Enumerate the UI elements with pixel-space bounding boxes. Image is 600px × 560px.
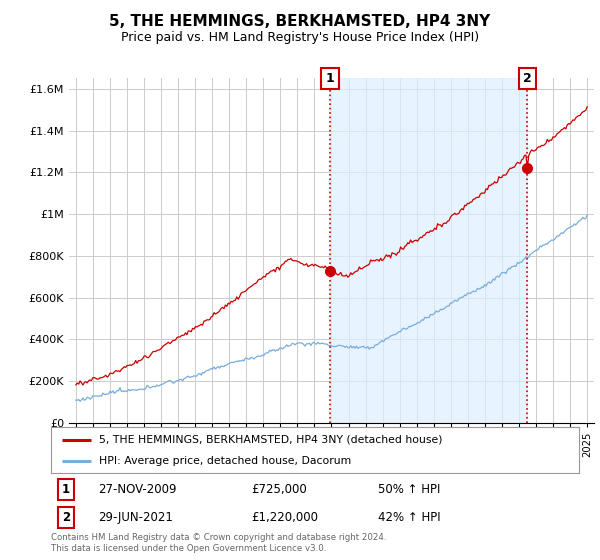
Text: Price paid vs. HM Land Registry's House Price Index (HPI): Price paid vs. HM Land Registry's House …	[121, 31, 479, 44]
Text: 5, THE HEMMINGS, BERKHAMSTED, HP4 3NY: 5, THE HEMMINGS, BERKHAMSTED, HP4 3NY	[109, 14, 491, 29]
Text: 1: 1	[326, 72, 335, 85]
Text: 2: 2	[523, 72, 532, 85]
Text: 5, THE HEMMINGS, BERKHAMSTED, HP4 3NY (detached house): 5, THE HEMMINGS, BERKHAMSTED, HP4 3NY (d…	[98, 435, 442, 445]
Text: 27-NOV-2009: 27-NOV-2009	[98, 483, 177, 496]
Bar	[330, 78, 527, 423]
Text: HPI: Average price, detached house, Dacorum: HPI: Average price, detached house, Daco…	[98, 456, 351, 466]
Text: £1,220,000: £1,220,000	[251, 511, 319, 524]
Text: 1: 1	[62, 483, 70, 496]
Text: 2: 2	[62, 511, 70, 524]
Text: 50% ↑ HPI: 50% ↑ HPI	[379, 483, 441, 496]
Text: Contains HM Land Registry data © Crown copyright and database right 2024.
This d: Contains HM Land Registry data © Crown c…	[51, 533, 386, 553]
Text: £725,000: £725,000	[251, 483, 307, 496]
Text: 42% ↑ HPI: 42% ↑ HPI	[379, 511, 441, 524]
Text: 29-JUN-2021: 29-JUN-2021	[98, 511, 173, 524]
